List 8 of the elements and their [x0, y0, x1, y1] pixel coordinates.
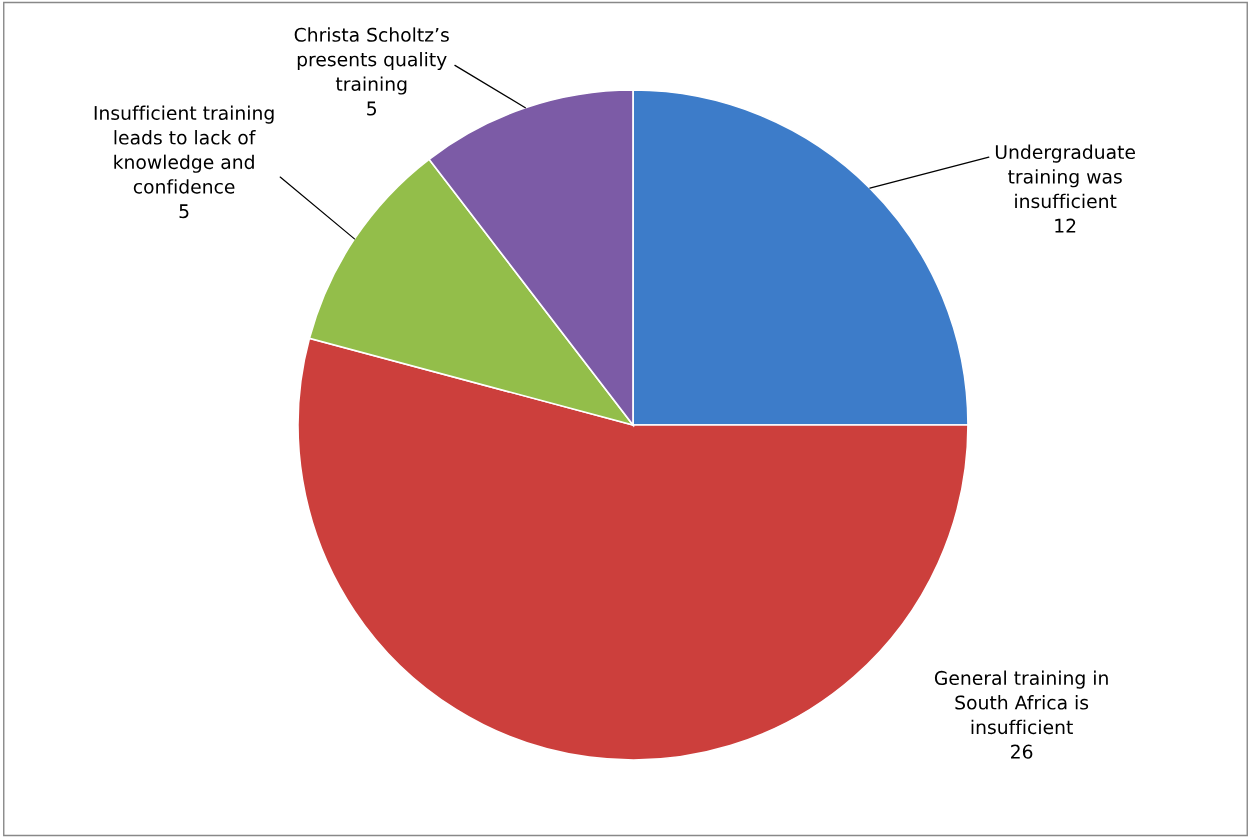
data-label: 26 [1011, 744, 1033, 759]
slice-label: General training in South Africa is insufficient [934, 670, 1108, 735]
data-label: 12 [1055, 218, 1076, 233]
slice-label: Insufficient training leads to lack of knowledge and confidence [94, 105, 274, 194]
slice-label: Undergraduate training was insufficient [995, 144, 1135, 209]
data-label: 5 [367, 101, 377, 116]
slice-label: Christa Scholtz’s presents quality training [294, 27, 449, 95]
data-label: 5 [179, 204, 189, 219]
